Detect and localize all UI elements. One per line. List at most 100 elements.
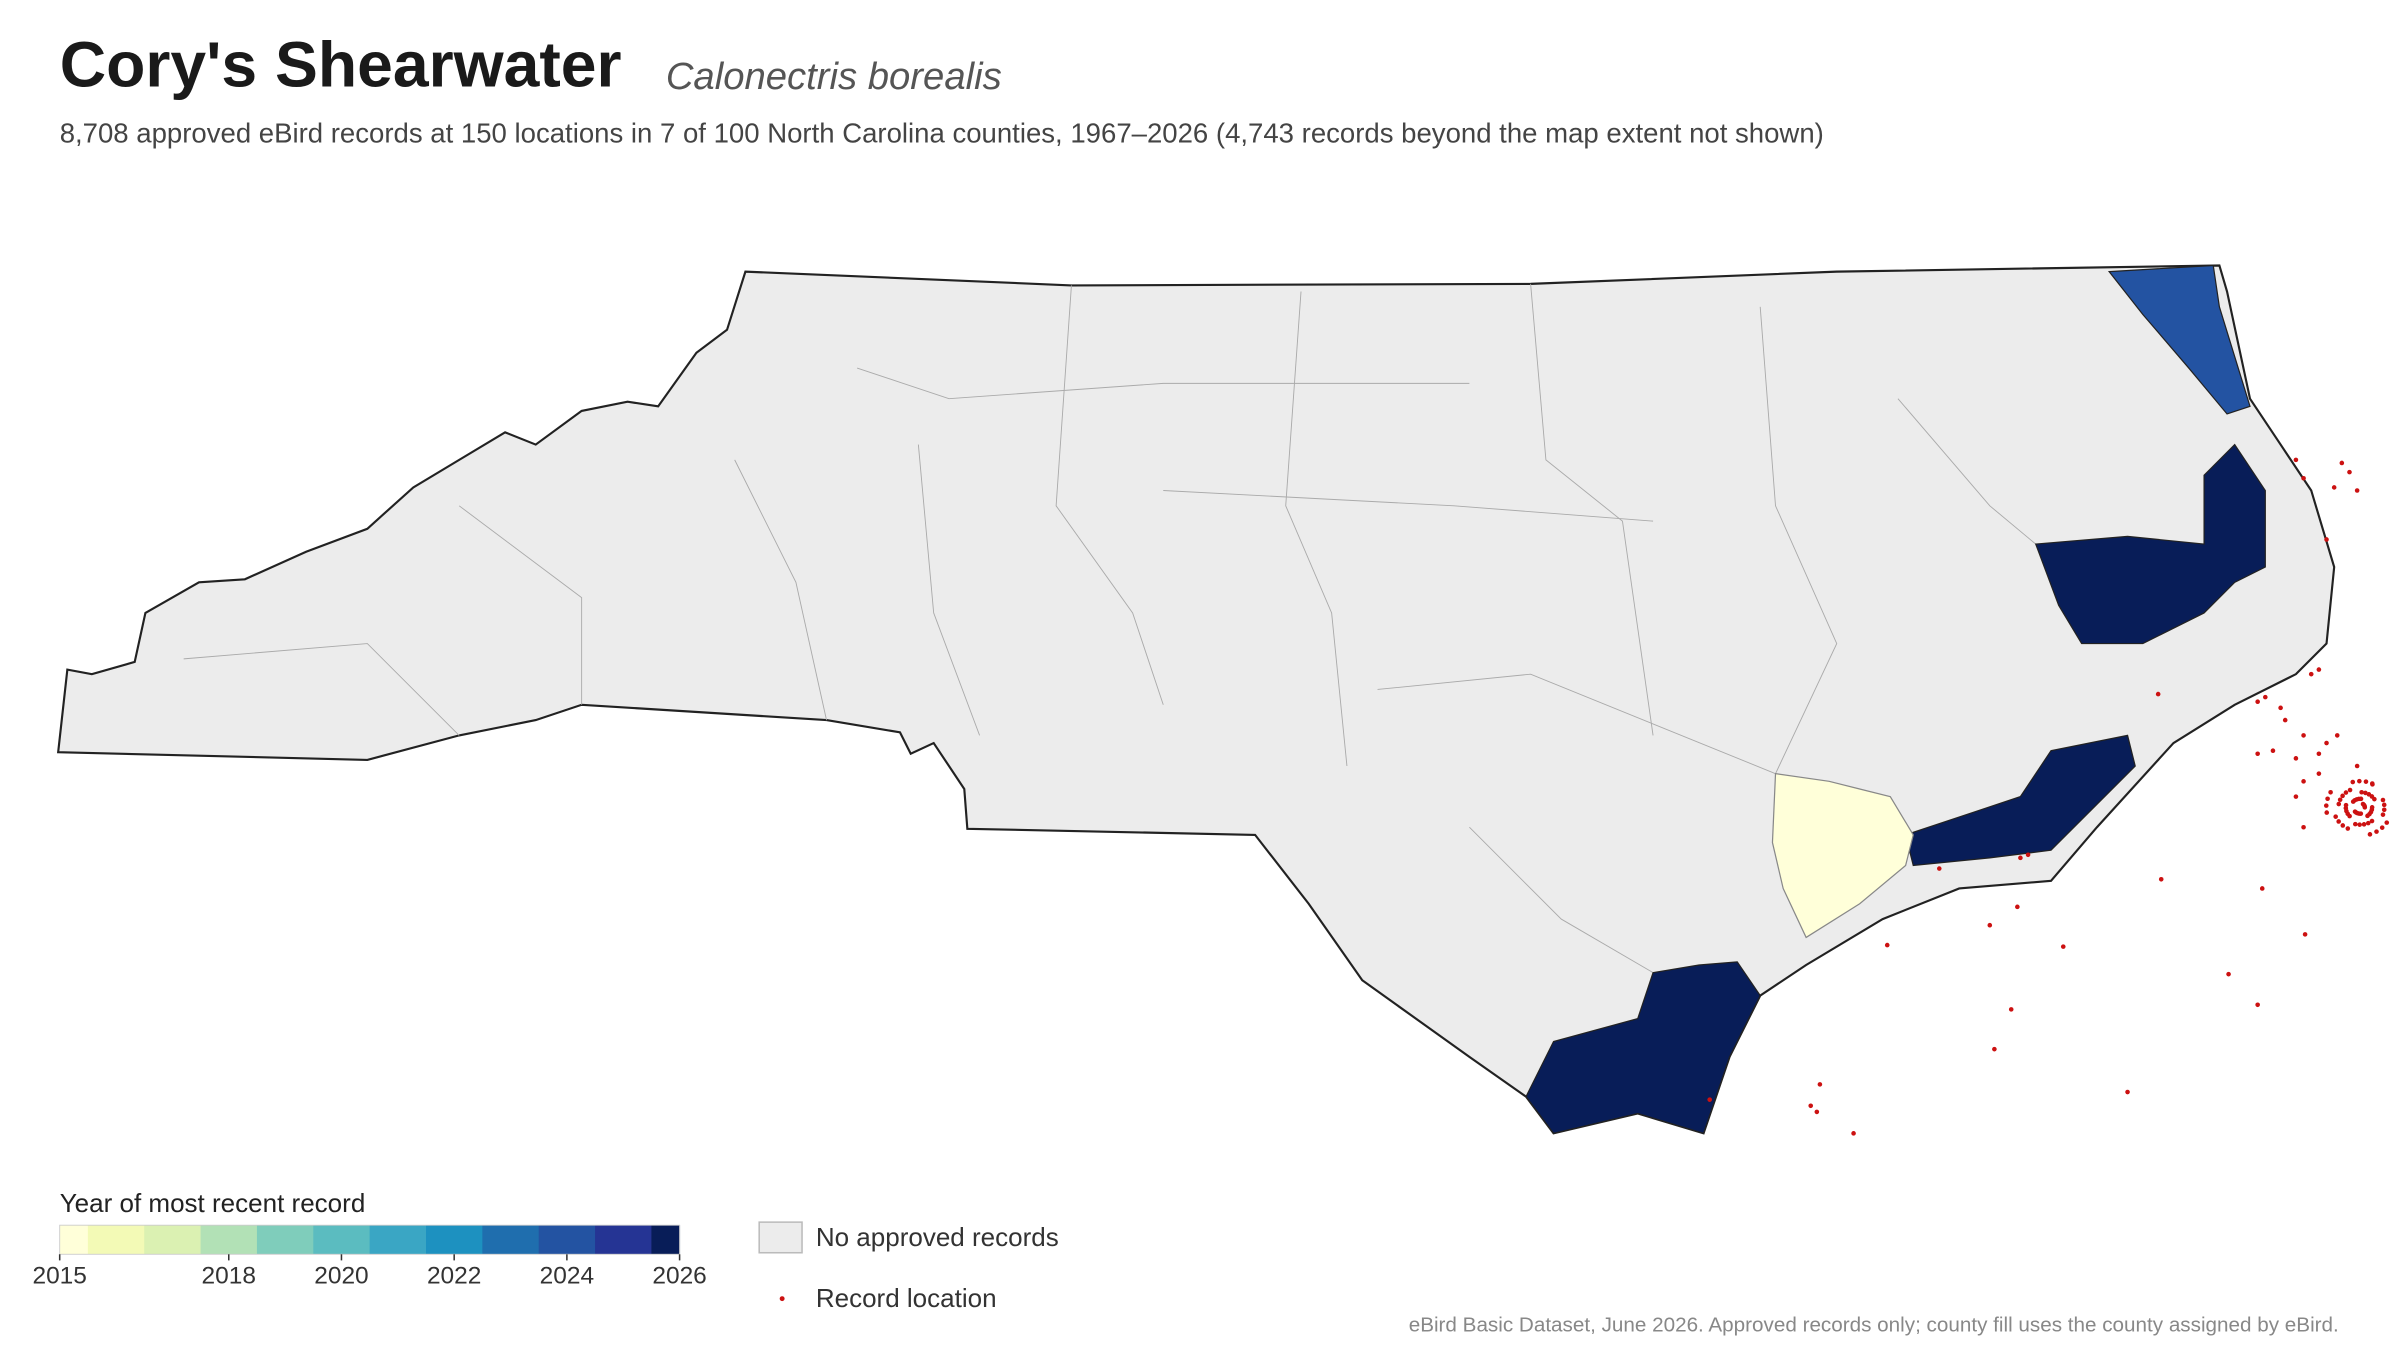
record-dot [2369,818,2375,824]
record-dot [2347,813,2352,819]
record-dot [1992,1046,1997,1052]
county-brunswick [1525,961,1761,1135]
record-dot [2336,801,2342,807]
record-dot [2350,779,2356,785]
colorbar-bin [256,1225,314,1255]
record-dot [1814,1109,1820,1115]
record-dot [2347,787,2353,793]
county-carteret [1904,734,2136,867]
colorbar-bin [87,1225,145,1255]
record-dot [2360,801,2366,807]
record-dot [2334,733,2340,738]
record-dot [2359,789,2364,795]
record-dot [2282,717,2288,723]
colorbar-bin [538,1225,596,1255]
record-dot [2008,1007,2014,1012]
record-dot [2340,793,2345,799]
record-dot [2369,781,2375,786]
record-dot [2366,792,2372,797]
record-dot [1707,1097,1712,1102]
record-dot [2331,485,2337,490]
colorbar-tick-label: 2024 [540,1263,594,1290]
source-note: eBird Basic Dataset, June 2026. Approved… [1409,1314,2339,1337]
record-dot [2336,819,2341,824]
record-dot [2301,779,2306,784]
record-dot [1936,866,1942,871]
record-dot [2316,751,2322,757]
record-dot [2363,790,2368,796]
record-dot [2339,460,2345,466]
record-dot [2301,475,2306,481]
colorbar-bin [59,1225,89,1255]
record-dot [2125,1089,2130,1095]
record-dot [2380,797,2386,803]
colorbar-tick-label: 2015 [32,1263,86,1290]
record-dot [2259,886,2265,891]
legend-title: Year of most recent record [60,1188,366,1218]
record-dot [2350,799,2356,804]
legend: Year of most recent record 2015 2018 2020 2… [32,1188,1058,1313]
colorbar-bin [313,1225,371,1255]
colorbar-bin [425,1225,483,1255]
record-dot [1884,942,1890,948]
state-outline [56,264,2336,1135]
record-dot [2278,705,2283,711]
county-currituck [2107,264,2251,415]
record-dot [2255,1002,2260,1008]
record-dot [2255,751,2260,757]
record-dot [2379,825,2385,830]
record-dot [2337,797,2343,803]
record-dot [1817,1082,1823,1087]
colorbar-tick-label: 2020 [314,1263,368,1290]
record-dot [2155,691,2161,697]
record-dot [2381,807,2387,813]
record-dot [2347,469,2352,475]
record-dot [2158,876,2164,882]
species-name: Calonectris borealis [666,55,1002,98]
record-swatch [779,1296,785,1302]
colorbar-frame [59,1224,681,1255]
record-dot [2340,823,2346,828]
record-dot [2354,763,2360,769]
record-dot [2374,829,2379,834]
record-locations [1707,457,2390,1136]
record-dot [2343,790,2349,795]
state-map [56,264,2336,1135]
record-dot [2361,822,2367,827]
colorbar-bin [144,1225,202,1255]
colorbar-bin [595,1225,652,1255]
title: Cory's Shearwater [60,29,622,101]
colorbar-tick-label: 2018 [202,1263,256,1290]
subtitle: 8,708 approved eBird records at 150 loca… [60,118,1824,149]
record-dot [2293,756,2299,761]
no-records-swatch [758,1221,803,1254]
record-dot [2325,796,2330,802]
record-dot [1808,1103,1814,1109]
record-dot [2357,822,2362,827]
colorbar-tick-label: 2026 [652,1263,706,1290]
record-dot [2333,814,2338,819]
record-dot [2380,812,2386,817]
record-dot [2263,694,2268,700]
record-dot [2367,832,2373,837]
record-dot [2316,667,2322,672]
record-dot [2369,805,2375,810]
record-dot [2018,855,2023,861]
record-dot [2357,778,2362,784]
record-dot [2365,820,2371,826]
colorbar: 2015 2018 2020 2022 2024 2026 [32,1224,707,1290]
colorbar-bin [651,1225,681,1255]
record-dot [2324,537,2329,542]
record-dot [2270,748,2276,753]
record-dot [2358,811,2364,816]
record-dot [2324,740,2329,746]
record-dot [2384,820,2390,825]
no-records-label: No approved records [816,1222,1059,1252]
record-dot [2353,821,2358,827]
record-dot [1851,1131,1856,1136]
colorbar-bin [369,1225,427,1255]
county-dare [2034,443,2266,645]
record-dot [2226,971,2231,977]
record-location-label: Record location [816,1283,997,1313]
record-dot [2015,904,2020,910]
